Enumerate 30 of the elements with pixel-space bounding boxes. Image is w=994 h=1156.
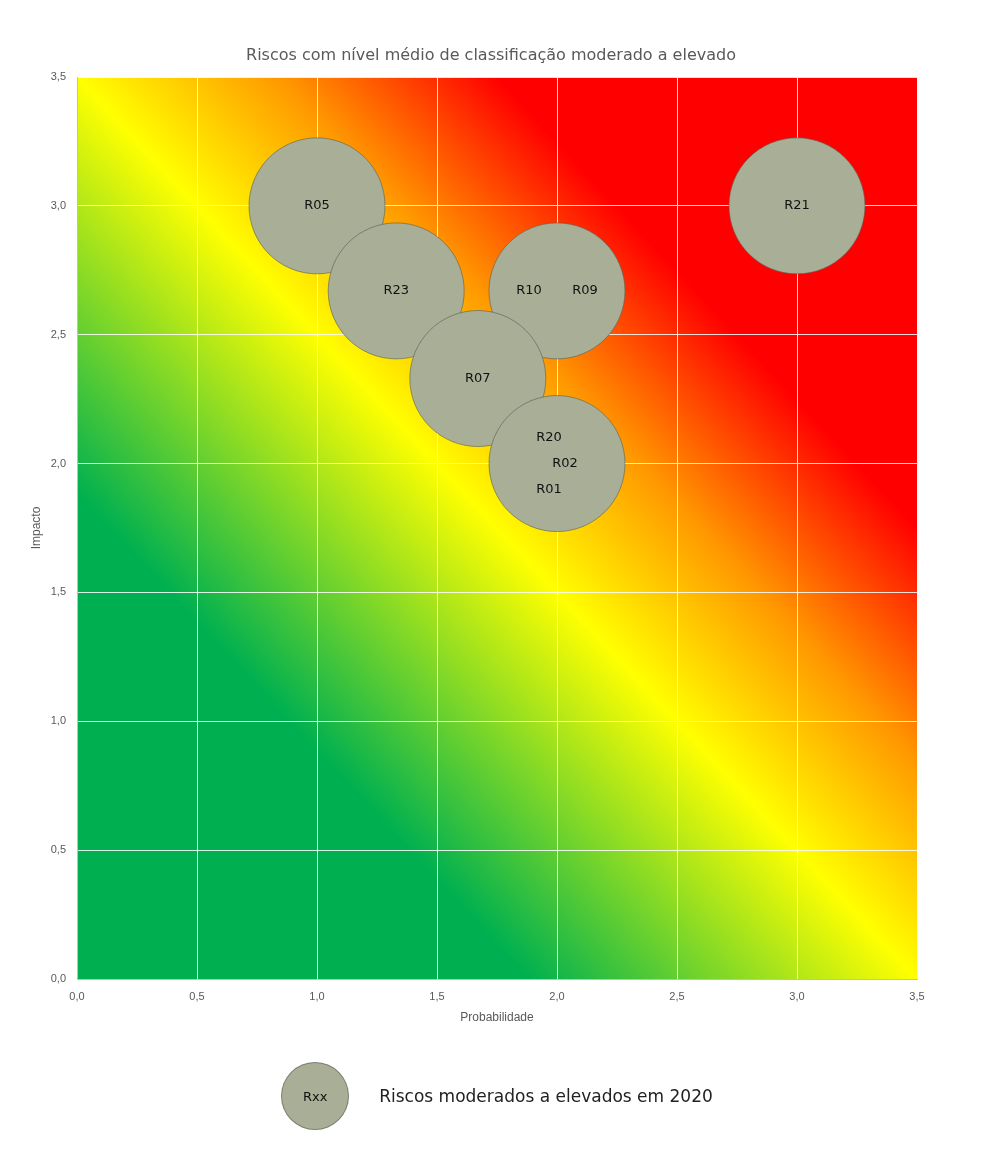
chart-title: Riscos com nível médio de classificação moderado a elevado [246, 44, 736, 64]
y-axis-title: Impacto [28, 506, 43, 550]
annotation: R23 [383, 282, 409, 298]
y-tick-label: 3,5 [50, 70, 66, 83]
x-tick-label: 3,0 [789, 989, 805, 1002]
annotation: R07 [465, 369, 491, 385]
y-tick-label: 0,0 [50, 972, 66, 985]
x-axis-title: Probabilidade [460, 1009, 535, 1024]
annotation: R20 [536, 428, 562, 444]
x-tick-label: 1,0 [309, 989, 325, 1002]
y-tick-label: 2,5 [50, 327, 66, 340]
x-tick-label: 0,0 [69, 989, 85, 1002]
y-tick-label: 1,0 [50, 714, 66, 727]
annotation: R10 [516, 282, 542, 298]
x-tick-label: 1,5 [429, 989, 445, 1002]
text: Riscos moderados a elevados em 2020 [379, 1086, 713, 1106]
text: Rxx [303, 1088, 328, 1104]
annotation: R01 [536, 480, 562, 496]
annotation: R09 [572, 282, 598, 298]
annotation: R02 [552, 454, 578, 470]
x-tick-label: 2,0 [549, 989, 565, 1002]
y-tick-label: 1,5 [50, 585, 66, 598]
y-tick-label: 0,5 [50, 843, 66, 856]
y-tick-label: 3,0 [50, 198, 66, 211]
x-tick-label: 0,5 [189, 989, 205, 1002]
x-tick-label: 3,5 [909, 989, 925, 1002]
y-tick-label: 2,0 [50, 456, 66, 469]
x-tick-label: 2,5 [669, 989, 685, 1002]
annotation: R21 [784, 197, 810, 213]
annotation: R05 [304, 197, 330, 213]
